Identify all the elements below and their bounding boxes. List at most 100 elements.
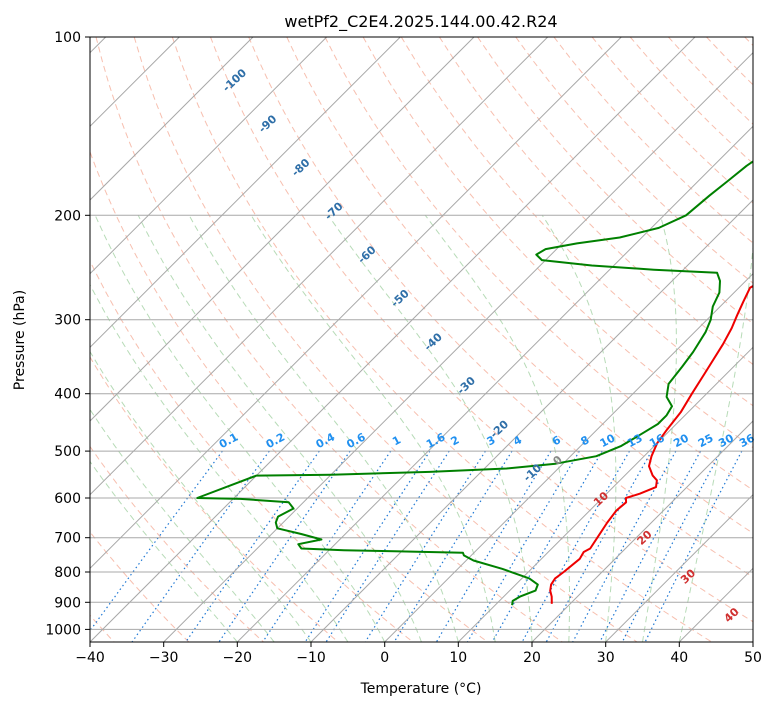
isotherm [752, 641, 753, 642]
x-tick-label: 0 [380, 650, 389, 666]
dry-adiabat [90, 445, 264, 642]
mixing-ratio-line [572, 450, 677, 642]
mixing-ratio-label: 6 [550, 433, 563, 448]
isotherm [678, 567, 753, 642]
isotherm-label: -40 [422, 330, 446, 353]
x-tick-label: 20 [523, 650, 541, 666]
isotherm-label: 30 [678, 566, 698, 586]
mixing-ratio-line [621, 450, 722, 642]
mixing-ratio-label: 30 [716, 431, 736, 450]
isotherm [531, 420, 753, 642]
x-tick-label: 40 [670, 650, 688, 666]
mixing-ratio-line [90, 450, 223, 632]
x-tick-label: 10 [449, 650, 467, 666]
mixing-ratio-line [521, 450, 631, 642]
moist-adiabat [424, 215, 570, 642]
x-axis-label: Temperature (°C) [360, 681, 482, 697]
y-tick-label: 1000 [45, 622, 81, 638]
dry-adiabat [95, 37, 563, 642]
dry-adiabat [744, 37, 753, 47]
mixing-ratio-line [131, 450, 270, 642]
isotherm [90, 37, 475, 422]
dry-adiabat [90, 150, 488, 642]
isotherm [236, 125, 753, 642]
moist-adiabat [327, 215, 533, 642]
isotherm [310, 199, 753, 642]
dry-adiabat [210, 37, 753, 623]
mixing-ratio-label: 25 [696, 431, 716, 450]
isotherm-label: -100 [220, 66, 249, 95]
y-tick-label: 900 [54, 595, 81, 611]
isotherm-label: -80 [289, 156, 313, 179]
dry-adiabat [477, 37, 753, 325]
mixing-ratio-label: 10 [598, 431, 618, 450]
dry-adiabat [90, 356, 339, 642]
moist-adiabat [642, 215, 677, 642]
moist-adiabat [137, 215, 422, 642]
mixing-ratio-line [218, 450, 351, 642]
mixing-ratio-label: 20 [671, 431, 691, 450]
dry-adiabat [591, 37, 753, 204]
isotherm [90, 37, 622, 570]
isotherm [163, 51, 753, 642]
y-tick-label: 500 [54, 444, 81, 460]
moist-adiabat [90, 283, 349, 642]
x-tick-label: −20 [223, 650, 253, 666]
isotherm-label: 20 [635, 528, 655, 548]
mixing-ratio-label: 16 [647, 431, 667, 450]
isotherm [90, 37, 696, 642]
mixing-ratio-label: 0.1 [217, 430, 240, 451]
moist-adiabat [541, 215, 617, 642]
isotherm-label: 40 [722, 605, 742, 625]
dry-adiabat [133, 37, 638, 642]
moist-adiabat [678, 242, 753, 642]
isotherm [457, 346, 753, 642]
y-tick-label: 300 [54, 313, 81, 329]
mixing-ratio-label: 1.6 [424, 430, 448, 451]
dry-adiabat [668, 37, 753, 125]
dry-adiabat [248, 37, 753, 578]
isotherm [90, 37, 254, 201]
y-tick-label: 100 [54, 30, 81, 46]
dry-adiabat [438, 37, 753, 366]
isotherm [90, 37, 328, 275]
y-tick-label: 200 [54, 208, 81, 224]
x-tick-label: −10 [296, 650, 326, 666]
dry-adiabat [324, 37, 753, 491]
moist-adiabat [90, 408, 275, 642]
plot-frame [89, 36, 754, 643]
mixing-ratio-label: 0.6 [344, 430, 368, 451]
x-tick-label: 30 [597, 650, 615, 666]
isotherm-label: -90 [256, 112, 280, 135]
isotherm [90, 37, 401, 349]
y-tick-label: 600 [54, 491, 81, 507]
mixing-ratio-line [325, 450, 450, 642]
dry-adiabat [90, 531, 190, 642]
y-tick-label: 400 [54, 387, 81, 403]
moist-adiabat [90, 350, 312, 642]
chart-title: wetPf2_C2E4.2025.144.00.42.R24 [284, 12, 557, 32]
mixing-ratio-label: 13 [625, 431, 645, 450]
mixing-ratio-label: 36 [737, 431, 757, 450]
y-axis-label: Pressure (hPa) [12, 290, 28, 390]
mixing-ratio-label: 4 [511, 433, 524, 448]
mixing-ratio-line [262, 450, 392, 642]
isotherm-label: -70 [322, 199, 346, 222]
isotherm-label: 0 [550, 453, 565, 468]
sounding-line [196, 160, 753, 606]
y-tick-label: 800 [54, 565, 81, 581]
x-tick-label: −40 [75, 650, 105, 666]
isotherm [605, 493, 753, 642]
mixing-ratio-label: 0.4 [314, 430, 338, 451]
mixing-ratio-line [364, 450, 486, 642]
x-tick-label: −30 [149, 650, 179, 666]
moist-adiabat [188, 215, 459, 642]
moist-adiabat [94, 215, 386, 642]
dry-adiabat [706, 37, 753, 86]
moist-adiabat [90, 460, 238, 642]
dry-adiabat [171, 37, 712, 642]
mixing-ratio-line [599, 450, 702, 642]
isotherm [384, 272, 753, 642]
x-tick-label: 50 [744, 650, 762, 666]
